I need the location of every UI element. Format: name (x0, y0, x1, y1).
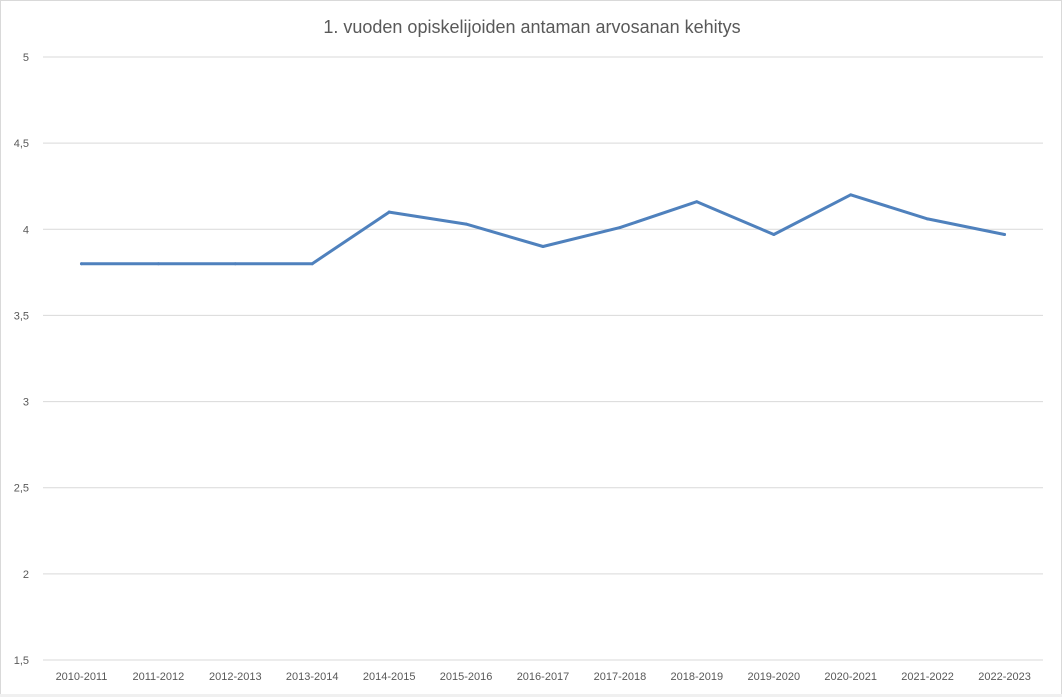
x-tick-label: 2015-2016 (440, 671, 493, 683)
data-point (464, 222, 468, 226)
series-layer (79, 193, 1007, 266)
x-tick-label: 2014-2015 (363, 671, 416, 683)
y-tick-label: 1,5 (14, 655, 29, 667)
y-tick-label: 3,5 (14, 310, 29, 322)
x-tick-label: 2010-2011 (56, 671, 108, 683)
data-point (849, 193, 853, 197)
data-point (772, 232, 776, 236)
x-axis-labels: 2010-2011 2011-2012 2012-2013 2013-2014 2014… (56, 671, 1031, 683)
data-point (387, 210, 391, 214)
x-tick-label: 2019-2020 (747, 671, 800, 683)
x-tick-label: 2020-2021 (824, 671, 877, 683)
chart-title: 1. vuoden opiskelijoiden antaman arvosan… (323, 17, 741, 37)
data-point (1003, 232, 1007, 236)
gridlines (43, 56, 1043, 661)
y-tick-label: 3 (23, 397, 29, 409)
data-point (618, 226, 622, 230)
x-tick-label: 2012-2013 (209, 671, 262, 683)
x-tick-label: 2016-2017 (517, 671, 570, 683)
data-point (695, 200, 699, 204)
y-tick-label: 2,5 (14, 483, 29, 495)
data-point (156, 262, 160, 266)
y-tick-label: 4 (23, 224, 29, 236)
bottom-scroll-strip (0, 694, 1062, 697)
y-tick-label: 4,5 (14, 138, 29, 150)
x-tick-label: 2022-2023 (978, 671, 1031, 683)
x-tick-label: 2013-2014 (286, 671, 339, 683)
x-tick-label: 2018-2019 (671, 671, 724, 683)
data-point (926, 217, 930, 221)
data-point (541, 245, 545, 249)
data-point (310, 262, 314, 266)
x-tick-label: 2011-2012 (132, 671, 184, 683)
y-tick-label: 2 (23, 569, 29, 581)
x-tick-label: 2021-2022 (901, 671, 954, 683)
data-point (233, 262, 237, 266)
data-point (79, 262, 83, 266)
y-tick-label: 5 (23, 52, 29, 64)
y-axis-labels: 1,5 2 2,5 3 3,5 4 4,5 5 (14, 52, 29, 667)
x-tick-label: 2017-2018 (594, 671, 647, 683)
